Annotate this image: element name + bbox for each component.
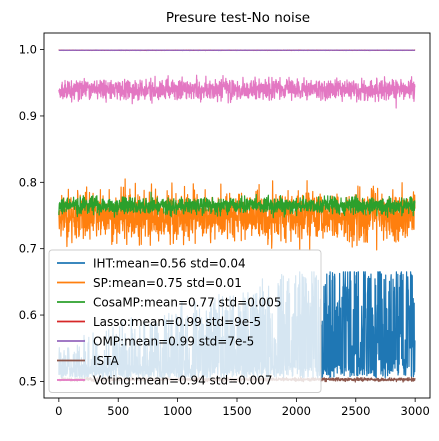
- y-tick-label: 0.6: [19, 308, 37, 322]
- legend-entry: ISTA: [93, 354, 120, 368]
- legend-entry: SP:mean=0.75 std=0.01: [93, 276, 242, 290]
- legend-entry: OMP:mean=0.99 std=7e-5: [93, 334, 254, 348]
- legend-entry: CosaMP:mean=0.77 std=0.005: [93, 295, 282, 309]
- legend-entry: IHT:mean=0.56 std=0.04: [93, 256, 246, 270]
- y-tick-label: 0.9: [19, 109, 37, 123]
- legend-entry: Lasso:mean=0.99 std=9e-5: [93, 315, 261, 329]
- y-tick-label: 0.5: [19, 374, 37, 388]
- legend: IHT:mean=0.56 std=0.04 SP:mean=0.75 std=0…: [48, 249, 322, 393]
- y-tick-label: 1.0: [19, 43, 37, 57]
- x-tick-label: 2000: [282, 404, 311, 418]
- legend-entry: Voting:mean=0.94 std=0.007: [93, 373, 273, 387]
- x-tick-label: 3000: [401, 404, 430, 418]
- x-tick-label: 2500: [341, 404, 370, 418]
- legend-box: [48, 249, 322, 393]
- series-line: [58, 74, 416, 109]
- x-tick-label: 500: [107, 404, 129, 418]
- y-axis: 0.5 0.6 0.7 0.8 0.9 1.0: [19, 43, 44, 388]
- x-tick-label: 0: [55, 404, 62, 418]
- y-tick-label: 0.7: [19, 242, 37, 256]
- series-line: [58, 191, 416, 219]
- y-tick-label: 0.8: [19, 175, 37, 189]
- x-tick-label: 1500: [222, 404, 251, 418]
- chart-title: Presure test-No noise: [166, 10, 310, 26]
- x-tick-label: 1000: [163, 404, 192, 418]
- x-axis: 0 500 1000 1500 2000 2500 3000: [55, 398, 430, 418]
